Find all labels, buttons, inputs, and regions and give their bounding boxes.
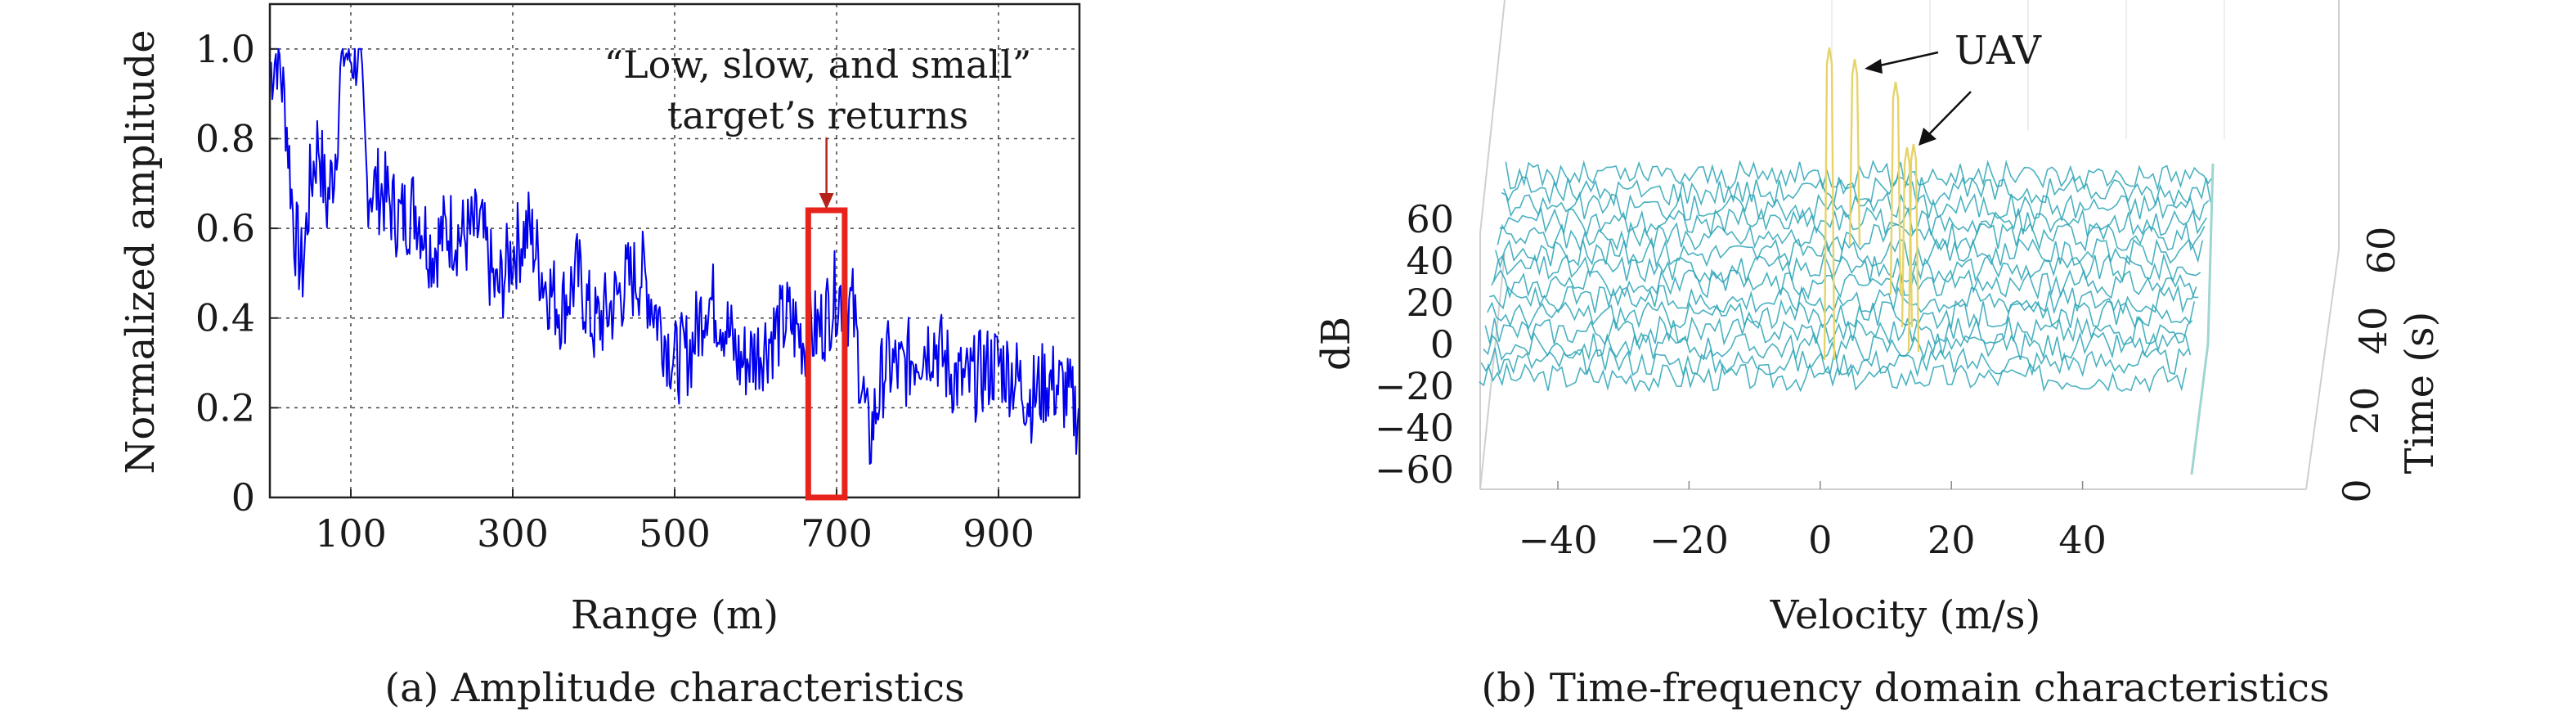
db-tick-label: 60 — [1406, 197, 1454, 241]
velocity-tick-label: −40 — [1518, 518, 1597, 562]
clutter-trace — [1489, 284, 2197, 315]
panel-a: 100 300 500 700 900 0 0.2 0.4 0.6 0.8 1.0 “Low, s… — [118, 2, 1081, 711]
surface-plot — [1479, 47, 2215, 475]
clutter-trace — [1499, 205, 2207, 238]
uav-peak — [1889, 81, 1902, 295]
time-ticks: 0 20 40 60 — [2335, 227, 2403, 503]
clutter-trace — [1487, 299, 2196, 331]
velocity-ticks: −40 −20 0 20 40 — [1518, 481, 2107, 562]
y-ticks: 0 0.2 0.4 0.6 0.8 1.0 — [195, 27, 278, 520]
x-tick-label: 100 — [315, 511, 387, 556]
db-tick-label: 20 — [1406, 281, 1454, 325]
clutter-trace — [1497, 221, 2206, 253]
target-highlight-box — [805, 207, 848, 501]
annotation-line-2: target’s returns — [667, 93, 968, 137]
db-tick-label: 0 — [1430, 322, 1454, 367]
uav-label: UAV — [1954, 28, 2042, 74]
caption-a: (a) Amplitude characteristics — [384, 665, 964, 711]
annotation-arrowhead — [819, 193, 834, 209]
y-tick-label: 0.8 — [195, 116, 255, 160]
clutter-trace — [1492, 252, 2201, 284]
time-tick-label: 60 — [2359, 227, 2403, 275]
db-tick-label: 40 — [1406, 239, 1454, 283]
plot-grid — [270, 4, 1079, 498]
clutter-trace — [1503, 175, 2212, 207]
x-tick-label: 500 — [639, 511, 711, 556]
axis-box — [1479, 0, 2340, 490]
clutter-trace — [1495, 236, 2204, 269]
clutter-trace — [1479, 362, 2188, 394]
uav-peak — [1823, 47, 1836, 361]
uav-arrow-1 — [1872, 51, 1939, 69]
uav-arrowhead-2 — [1919, 128, 1936, 146]
y-axis-label-time: Time (s) — [2397, 312, 2443, 475]
uav-arrow-2 — [1925, 91, 1972, 138]
x-axis-label: Range (m) — [571, 592, 779, 638]
x-axis-label-velocity: Velocity (m/s) — [1770, 592, 2041, 638]
amplitude-line — [269, 47, 1079, 465]
db-tick-label: −40 — [1375, 406, 1454, 450]
y-axis-label: Normalized amplitude — [118, 29, 164, 474]
velocity-tick-label: −20 — [1649, 518, 1729, 562]
y-tick-label: 0.4 — [195, 296, 255, 340]
clutter-trace — [1483, 331, 2192, 362]
y-tick-label: 1.0 — [195, 27, 255, 71]
velocity-tick-label: 20 — [1928, 518, 1976, 562]
uav-arrowhead-1 — [1865, 59, 1883, 74]
y-tick-label: 0.6 — [195, 206, 255, 250]
x-ticks: 100 300 500 700 900 — [315, 489, 1034, 556]
x-tick-label: 900 — [963, 511, 1034, 556]
caption-b: (b) Time-frequency domain characteristic… — [1481, 665, 2329, 711]
clutter-trace — [1491, 268, 2199, 300]
db-tick-label: −20 — [1375, 364, 1454, 408]
db-tick-label: −60 — [1375, 448, 1454, 492]
surface-edge — [2190, 163, 2215, 475]
uav-peak — [1901, 146, 1914, 328]
clutter-trace — [1484, 315, 2193, 347]
x-tick-label: 700 — [801, 511, 873, 556]
uav-peak — [1848, 58, 1861, 246]
z-axis-label: dB — [1313, 317, 1359, 371]
clutter-trace — [1501, 191, 2210, 223]
x-tick-label: 300 — [477, 511, 549, 556]
velocity-tick-label: 40 — [2058, 518, 2107, 562]
velocity-tick-label: 0 — [1808, 518, 1832, 562]
time-tick-label: 20 — [2343, 387, 2387, 435]
time-tick-label: 40 — [2351, 307, 2395, 355]
time-tick-label: 0 — [2335, 479, 2379, 502]
y-tick-label: 0.2 — [195, 385, 255, 430]
y-tick-label: 0 — [231, 475, 255, 520]
annotation-line-1: “Low, slow, and small” — [604, 43, 1032, 87]
